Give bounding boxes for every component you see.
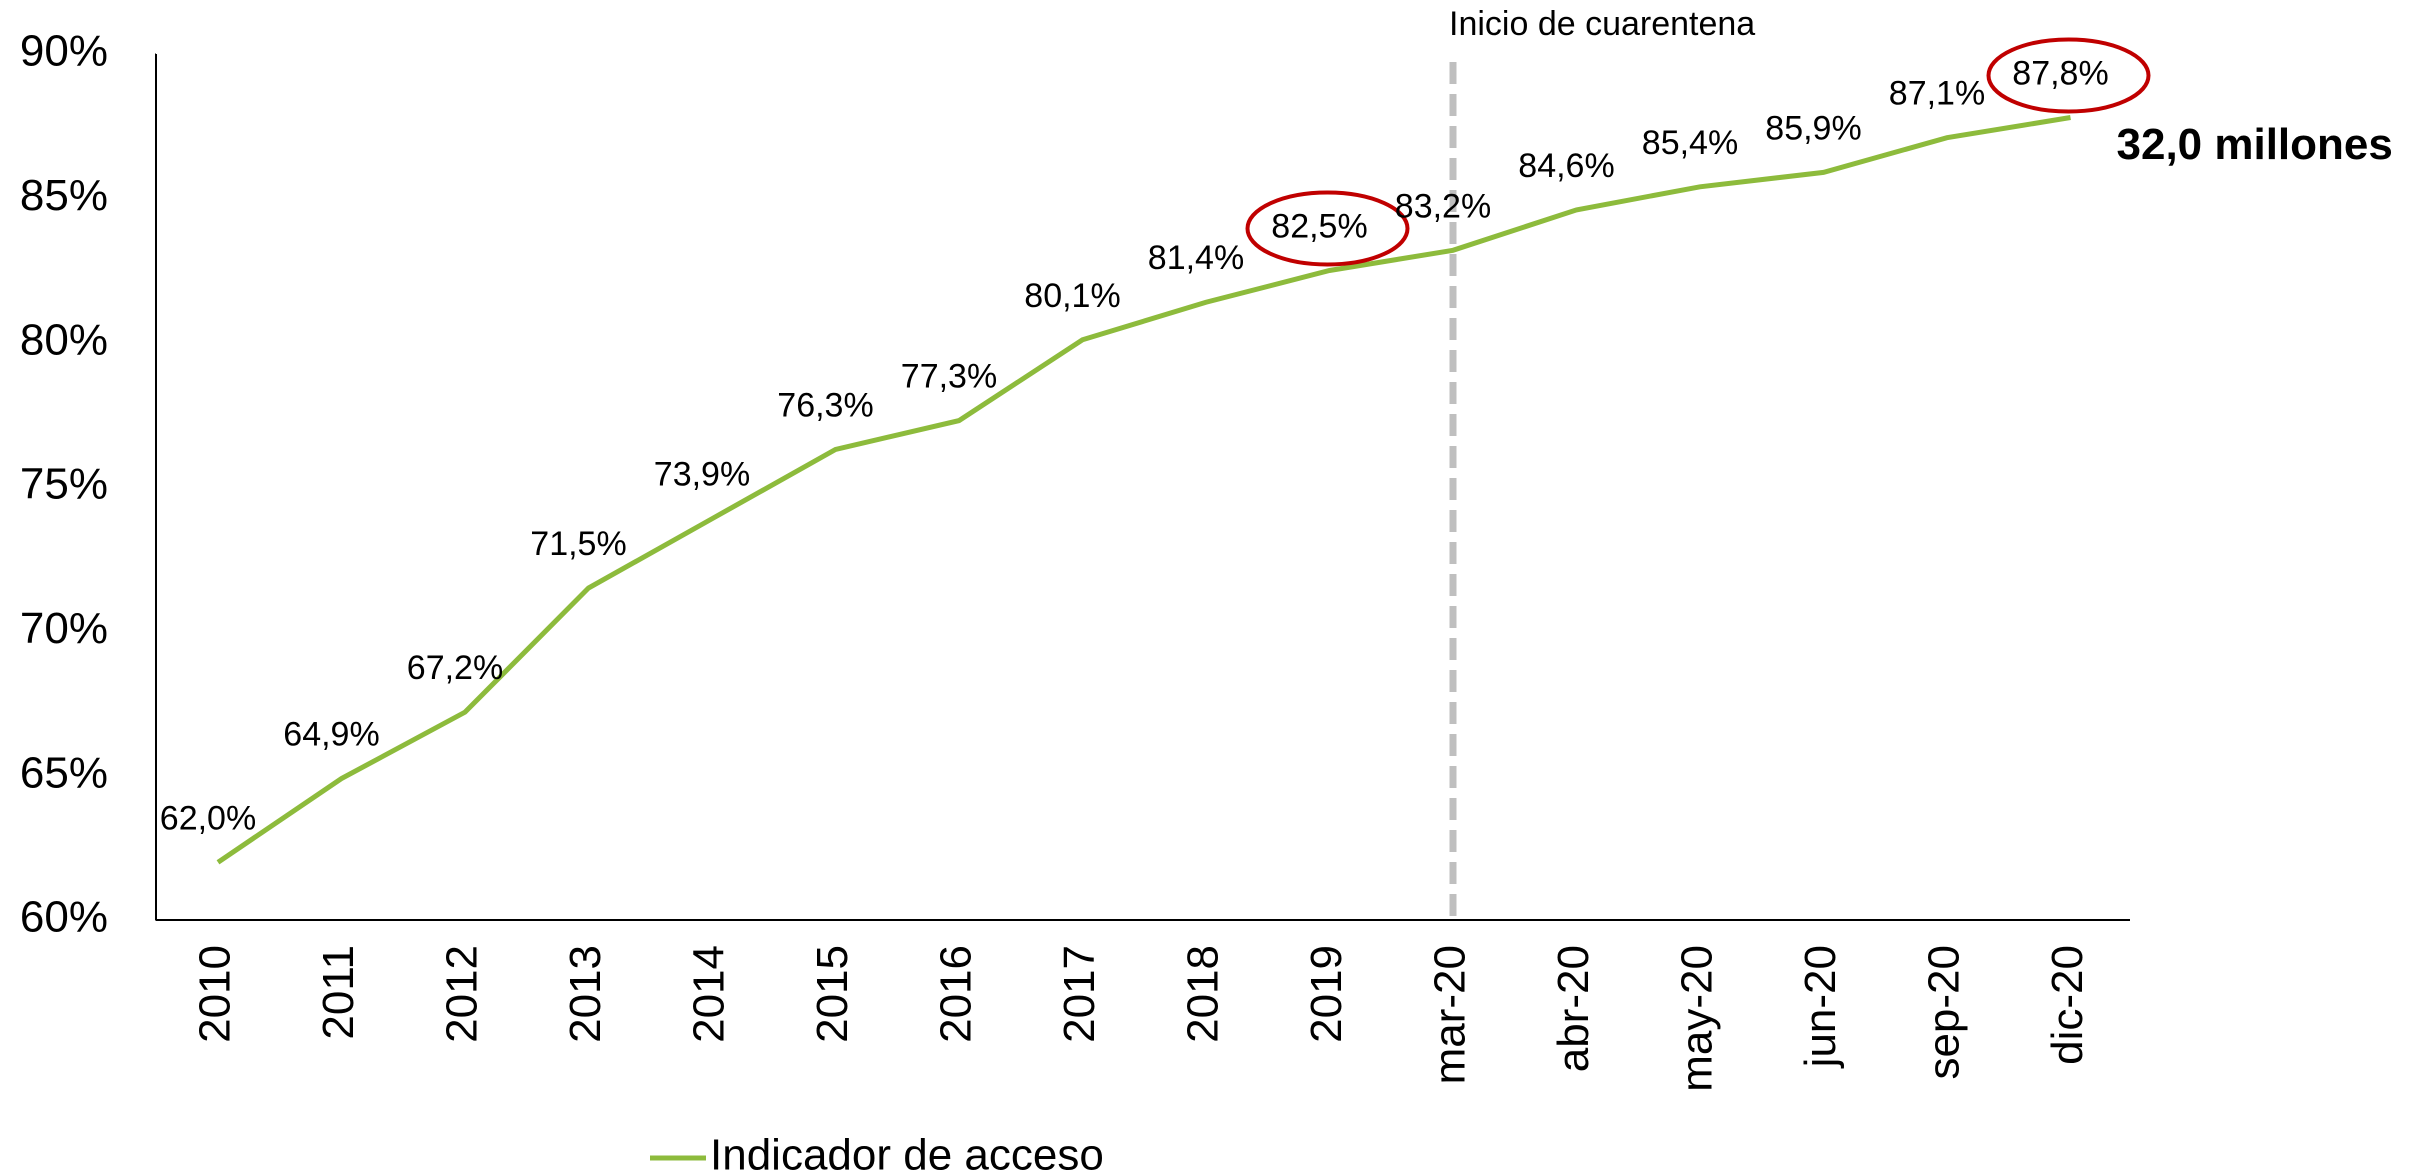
data-label: 64,9% [283, 716, 379, 754]
y-tick-label: 70% [20, 604, 108, 653]
x-tick-label: 2012 [438, 945, 487, 1043]
x-tick-label: abr-20 [1549, 945, 1598, 1072]
highlight-circle [1245, 190, 1410, 267]
data-label: 80,1% [1024, 277, 1120, 315]
x-tick-label: mar-20 [1426, 945, 1475, 1084]
y-tick-label: 60% [20, 893, 108, 942]
annotation: 32,0 millones [2117, 120, 2393, 169]
data-label: 73,9% [654, 456, 750, 494]
annotation: Inicio de cuarentena [1449, 5, 1755, 43]
x-tick-label: 2013 [561, 945, 610, 1043]
x-tick-label: sep-20 [1920, 945, 1969, 1080]
y-tick-label: 80% [20, 315, 108, 364]
x-tick-label: may-20 [1673, 945, 1722, 1092]
data-label: 81,4% [1148, 239, 1244, 277]
legend-label: Indicador de acceso [710, 1131, 1104, 1173]
data-label: 83,2% [1395, 187, 1491, 225]
y-tick-label: 75% [20, 460, 108, 509]
data-label: 76,3% [777, 386, 873, 424]
data-label: 62,0% [160, 799, 256, 837]
x-tick-label: 2018 [1179, 945, 1228, 1043]
x-tick-label: 2019 [1302, 945, 1351, 1043]
y-tick-label: 90% [20, 27, 108, 76]
data-label: 67,2% [407, 649, 503, 687]
x-tick-label: 2017 [1055, 945, 1104, 1043]
data-label: 87,8% [2012, 54, 2108, 92]
data-label: 77,3% [901, 358, 997, 396]
data-label: 87,1% [1889, 75, 1985, 113]
x-tick-label: 2011 [314, 945, 363, 1040]
x-tick-label: 2014 [685, 945, 734, 1043]
data-label: 85,9% [1765, 109, 1861, 147]
data-label: 82,5% [1271, 207, 1367, 245]
y-tick-label: 85% [20, 171, 108, 220]
data-label: 71,5% [530, 525, 626, 563]
series-line [216, 115, 2071, 865]
data-label: 85,4% [1642, 124, 1738, 162]
x-tick-label: 2010 [191, 945, 240, 1043]
highlight-circle [1986, 37, 2151, 114]
x-tick-label: 2016 [932, 945, 981, 1043]
x-tick-label: dic-20 [2043, 945, 2092, 1065]
x-tick-label: 2015 [808, 945, 857, 1043]
x-tick-label: jun-20 [1796, 945, 1845, 1069]
data-label: 84,6% [1518, 147, 1614, 185]
y-tick-label: 65% [20, 748, 108, 797]
